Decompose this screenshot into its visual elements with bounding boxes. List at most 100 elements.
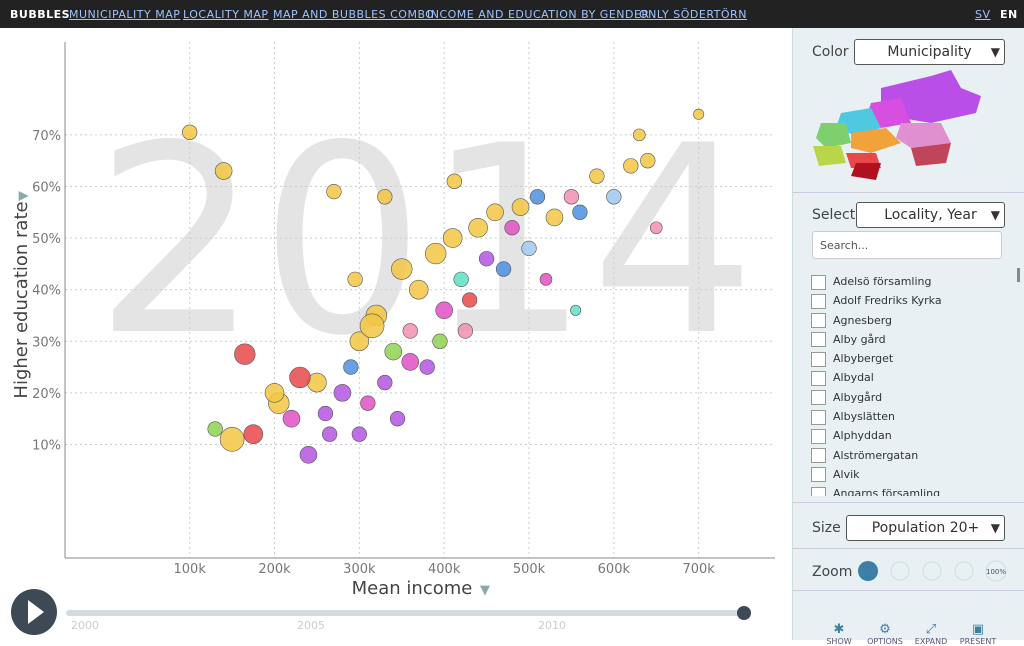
- y-tick-label: 40%: [32, 284, 61, 299]
- bubble: [432, 333, 448, 349]
- search-box[interactable]: Search...: [812, 231, 1002, 259]
- select-dropdown[interactable]: Locality, Year: [856, 202, 1005, 228]
- zoom-pointer[interactable]: [858, 561, 878, 581]
- nav-item[interactable]: INCOME AND EDUCATION BY GENDER: [427, 8, 650, 21]
- checkbox[interactable]: [811, 448, 826, 464]
- zoom-out[interactable]: [922, 561, 942, 581]
- checkbox[interactable]: [811, 467, 826, 483]
- zoom-in[interactable]: [890, 561, 910, 581]
- checkbox[interactable]: [811, 428, 826, 444]
- present-button[interactable]: ▣ PRESENT: [959, 622, 997, 646]
- bubble: [446, 173, 463, 189]
- x-tick-label: 100k: [174, 562, 207, 577]
- timeline-handle[interactable]: [737, 606, 751, 620]
- bubble: [442, 228, 463, 248]
- locality-item[interactable]: Alströmergatan: [811, 446, 1011, 465]
- locality-item[interactable]: Adolf Fredriks Kyrka: [811, 291, 1011, 310]
- button-label: PRESENT: [959, 637, 997, 646]
- bubble: [539, 273, 553, 286]
- zoom-pan[interactable]: [954, 561, 974, 581]
- bubble: [207, 421, 223, 437]
- locality-name: Albygård: [833, 390, 883, 404]
- checkbox[interactable]: [811, 313, 826, 329]
- locality-name: Albyslätten: [833, 410, 895, 424]
- bubble: [282, 409, 301, 428]
- x-axis-menu[interactable]: ▼: [480, 583, 490, 598]
- x-tick-label: 600k: [598, 562, 631, 577]
- bubble: [486, 203, 504, 222]
- map-legend[interactable]: [811, 68, 981, 180]
- locality-item[interactable]: Albyberget: [811, 349, 1011, 368]
- locality-item[interactable]: Alvik: [811, 465, 1011, 484]
- timeline-track[interactable]: [66, 610, 740, 616]
- bubble: [214, 162, 233, 180]
- bubble: [384, 342, 403, 361]
- y-tick-label: 30%: [32, 335, 61, 350]
- x-axis-title: Mean income: [352, 578, 473, 599]
- locality-item[interactable]: Alphyddan: [811, 426, 1011, 445]
- checkbox[interactable]: [811, 274, 826, 290]
- checkbox[interactable]: [811, 390, 826, 406]
- nav-item[interactable]: MUNICIPALITY MAP: [69, 8, 181, 21]
- locality-item[interactable]: Alby gård: [811, 330, 1011, 349]
- locality-item[interactable]: Agnesberg: [811, 311, 1011, 330]
- bubble: [264, 383, 285, 403]
- bubble: [333, 384, 352, 402]
- locality-item[interactable]: Albyslätten: [811, 407, 1011, 426]
- show-button[interactable]: ✱ SHOW: [826, 622, 852, 646]
- bubble: [234, 343, 256, 365]
- bubble: [632, 128, 646, 142]
- bubble: [563, 189, 580, 205]
- checkbox[interactable]: [811, 409, 826, 425]
- locality-item[interactable]: Albygård: [811, 388, 1011, 407]
- y-tick-label: 50%: [32, 232, 61, 247]
- bubble: [545, 208, 564, 227]
- language[interactable]: SV: [975, 8, 991, 21]
- bubble: [243, 424, 264, 444]
- locality-name: Alvik: [833, 467, 860, 481]
- options-button[interactable]: ⚙ OPTIONS: [867, 622, 903, 646]
- button-label: SHOW: [826, 637, 852, 646]
- bubble: [182, 124, 198, 140]
- nav-item[interactable]: LOCALITY MAP: [183, 8, 269, 21]
- scrollbar[interactable]: [1017, 268, 1020, 282]
- bubble: [299, 446, 318, 464]
- y-tick-label: 20%: [32, 387, 61, 402]
- locality-item[interactable]: Angarns församling: [811, 484, 1011, 496]
- timeline-label: 2000: [71, 619, 99, 632]
- checkbox[interactable]: [811, 370, 826, 386]
- select-label: Select: [812, 207, 856, 223]
- bubble: [391, 258, 413, 280]
- y-tick-label: 70%: [32, 129, 61, 144]
- zoom-tools: 100%: [858, 560, 1007, 582]
- size-dropdown[interactable]: Population 20+: [846, 515, 1005, 541]
- bubble: [693, 108, 705, 120]
- timeline-label: 2010: [538, 619, 566, 632]
- zoom-reset[interactable]: [985, 560, 1007, 582]
- nav-item[interactable]: MAP AND BUBBLES COMBO: [273, 8, 435, 21]
- nav-item[interactable]: ONLY SÖDERTÖRN: [639, 8, 747, 21]
- bubble: [359, 313, 385, 339]
- nav-item[interactable]: BUBBLES: [10, 8, 71, 21]
- bubble: [606, 189, 622, 205]
- color-label: Color: [812, 44, 849, 60]
- locality-item[interactable]: Albydal: [811, 368, 1011, 387]
- bubble: [461, 292, 478, 308]
- locality-item[interactable]: Adelsö församling: [811, 272, 1011, 291]
- bubble: [377, 189, 393, 205]
- y-axis-menu[interactable]: ▼: [16, 191, 31, 201]
- checkbox[interactable]: [811, 486, 826, 496]
- button-label: OPTIONS: [867, 637, 903, 646]
- bubble: [349, 331, 370, 352]
- bubble: [389, 411, 406, 427]
- y-axis-title: Higher education rate: [11, 201, 32, 398]
- language[interactable]: EN: [1000, 8, 1018, 21]
- checkbox[interactable]: [811, 293, 826, 309]
- checkbox[interactable]: [811, 351, 826, 367]
- checkbox[interactable]: [811, 332, 826, 348]
- x-tick-label: 400k: [428, 562, 461, 577]
- bubble: [457, 323, 474, 339]
- color-dropdown[interactable]: Municipality: [854, 39, 1005, 65]
- bubble: [289, 366, 311, 389]
- expand-button[interactable]: ⤢ EXPAND: [914, 622, 948, 646]
